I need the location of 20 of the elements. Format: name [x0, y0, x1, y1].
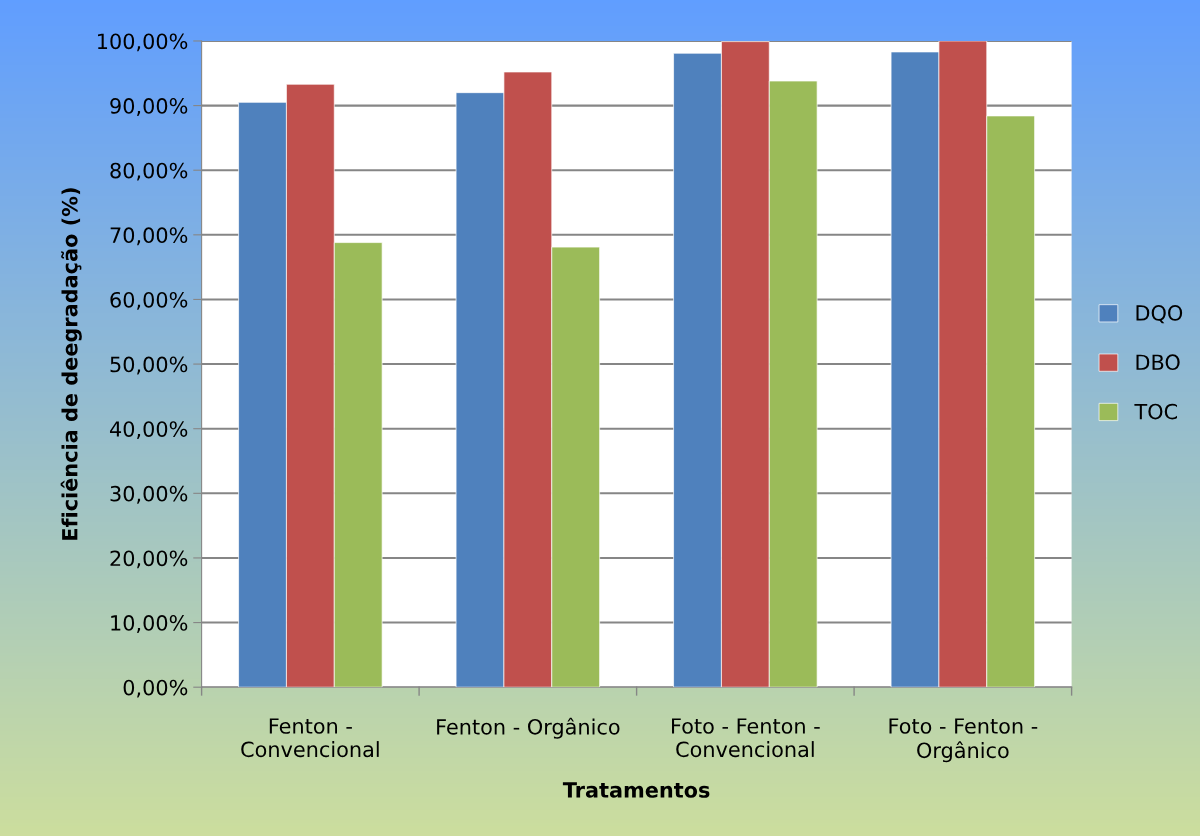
y-tick-label: 70,00%: [110, 227, 188, 246]
y-tick-label: 50,00%: [110, 356, 188, 375]
y-tick-label: 20,00%: [110, 550, 188, 569]
legend-label: DBO: [1136, 354, 1180, 371]
x-axis-title: Tratamentos: [562, 782, 710, 798]
y-tick-label: 80,00%: [110, 162, 188, 181]
y-tick-label: 60,00%: [110, 291, 188, 310]
y-axis-title: Eficiência de deegradação (%): [60, 188, 82, 540]
legend-label: TOC: [1134, 403, 1178, 420]
x-tick-label: Fenton - Orgânico: [437, 717, 620, 739]
x-tick-label: Foto - Fenton - Orgânico: [889, 718, 1038, 763]
legend-label: DQO: [1136, 305, 1183, 324]
y-tick-label: 90,00%: [110, 98, 188, 116]
x-tick-label: Fenton - Convencional: [241, 718, 379, 758]
y-tick-label: 10,00%: [111, 615, 188, 633]
y-tick-label: 0,00%: [123, 679, 188, 698]
y-tick-label: 40,00%: [109, 421, 188, 440]
y-tick-label: 100,00%: [98, 33, 188, 52]
x-tick-label: Foto - Fenton - Convencional: [672, 718, 820, 758]
y-tick-label: 30,00%: [110, 485, 188, 504]
